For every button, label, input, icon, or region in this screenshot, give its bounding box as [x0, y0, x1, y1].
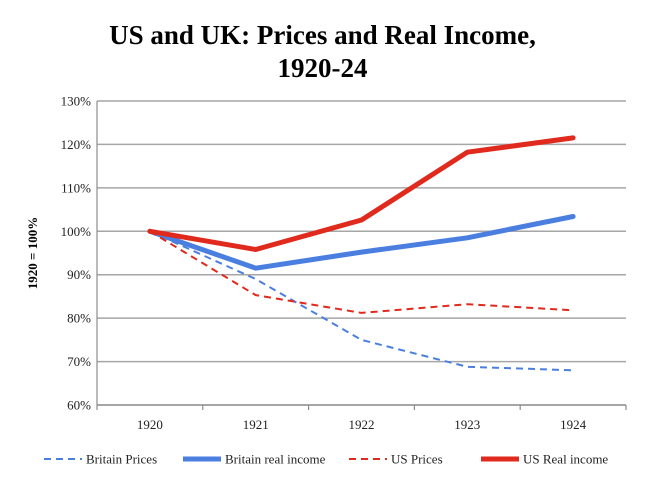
legend-label: US Real income — [523, 452, 608, 467]
legend-label: Britain Prices — [86, 452, 157, 467]
chart-title: US and UK: Prices and Real Income, — [109, 20, 536, 50]
legend-label: Britain real income — [225, 452, 326, 467]
y-tick-label: 60% — [67, 398, 91, 413]
y-tick-label: 120% — [61, 137, 92, 152]
y-axis-label: 1920 = 100% — [25, 217, 40, 289]
x-tick-label: 1921 — [243, 417, 269, 432]
y-tick-label: 130% — [61, 94, 92, 109]
x-tick-label: 1924 — [560, 417, 587, 432]
y-tick-label: 70% — [67, 354, 91, 369]
series-line-britain-real-income — [147, 214, 576, 271]
chart-subtitle: 1920-24 — [277, 53, 368, 83]
x-tick-label: 1922 — [349, 417, 375, 432]
y-tick-label: 80% — [67, 311, 91, 326]
y-tick-label: 90% — [67, 267, 91, 282]
y-tick-label: 100% — [61, 224, 92, 239]
legend-label: US Prices — [391, 452, 443, 467]
x-tick-label: 1923 — [454, 417, 480, 432]
x-tick-label: 1920 — [137, 417, 163, 432]
series-line-us-prices — [149, 230, 574, 314]
y-tick-label: 110% — [61, 180, 91, 195]
series-line-us-real-income — [147, 135, 576, 252]
series-line-britain-prices — [149, 230, 574, 372]
